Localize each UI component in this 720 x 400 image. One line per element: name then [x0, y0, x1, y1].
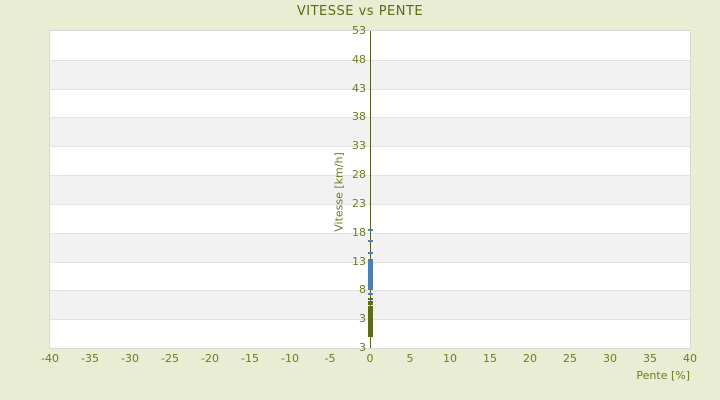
x-axis-title: Pente [%] — [636, 369, 690, 382]
data-point — [367, 315, 373, 318]
data-point — [367, 298, 373, 300]
data-point — [367, 327, 373, 330]
y-tick-label: 28 — [352, 168, 366, 182]
x-tick-label: 25 — [563, 352, 577, 365]
data-point — [367, 324, 373, 327]
data-point — [367, 239, 373, 242]
data-point — [367, 330, 373, 333]
y-tick-label: 43 — [352, 81, 366, 95]
y-tick-label: 18 — [352, 225, 366, 239]
data-point — [367, 310, 373, 313]
y-tick-label: 8 — [359, 283, 366, 297]
y-tick-label: 23 — [352, 196, 366, 210]
y-tick-label: 38 — [352, 110, 366, 124]
y-tick-label: 53 — [352, 24, 366, 37]
x-tick-label: 20 — [523, 352, 537, 365]
data-point — [367, 305, 373, 308]
x-tick-label: -25 — [161, 352, 179, 365]
y-axis-line — [370, 31, 371, 348]
x-tick-label: 5 — [406, 352, 414, 365]
y-axis-title: Vitesse [km/h] — [332, 152, 346, 232]
data-point — [367, 317, 373, 320]
data-point — [367, 292, 373, 295]
x-tick-label: -30 — [121, 352, 139, 365]
data-point — [367, 259, 373, 262]
x-tick-label: -20 — [201, 352, 219, 365]
chart-title: VITESSE vs PENTE — [296, 4, 424, 19]
data-point — [367, 319, 373, 322]
plot-area — [49, 30, 691, 349]
data-point — [367, 228, 373, 231]
x-tick-label: 15 — [483, 352, 497, 365]
x-tick-label: -10 — [281, 352, 299, 365]
x-tick-label: 0 — [366, 352, 374, 365]
y-tick-label: 48 — [352, 52, 366, 66]
x-tick-label: -15 — [241, 352, 259, 365]
x-tick-label: -40 — [41, 352, 59, 365]
x-tick-label: 10 — [443, 352, 457, 365]
x-tick-label: 40 — [683, 352, 697, 365]
data-point — [367, 314, 373, 317]
data-point — [367, 326, 373, 329]
x-tick-label: -35 — [81, 352, 99, 365]
data-point — [367, 307, 373, 310]
data-point — [367, 252, 373, 255]
y-tick-label: 33 — [352, 139, 366, 153]
data-point — [367, 300, 373, 303]
y-axis-end-label: 3 — [359, 341, 366, 354]
data-point — [367, 321, 373, 324]
data-point — [367, 329, 373, 332]
x-tick-label: 30 — [603, 352, 617, 365]
x-tick-label: 35 — [643, 352, 657, 365]
data-point — [367, 303, 373, 306]
x-tick-label: -5 — [324, 352, 336, 365]
data-point — [367, 322, 373, 325]
y-tick-label: 3 — [359, 312, 366, 326]
data-point — [367, 312, 373, 315]
y-tick-label: 13 — [352, 254, 366, 268]
